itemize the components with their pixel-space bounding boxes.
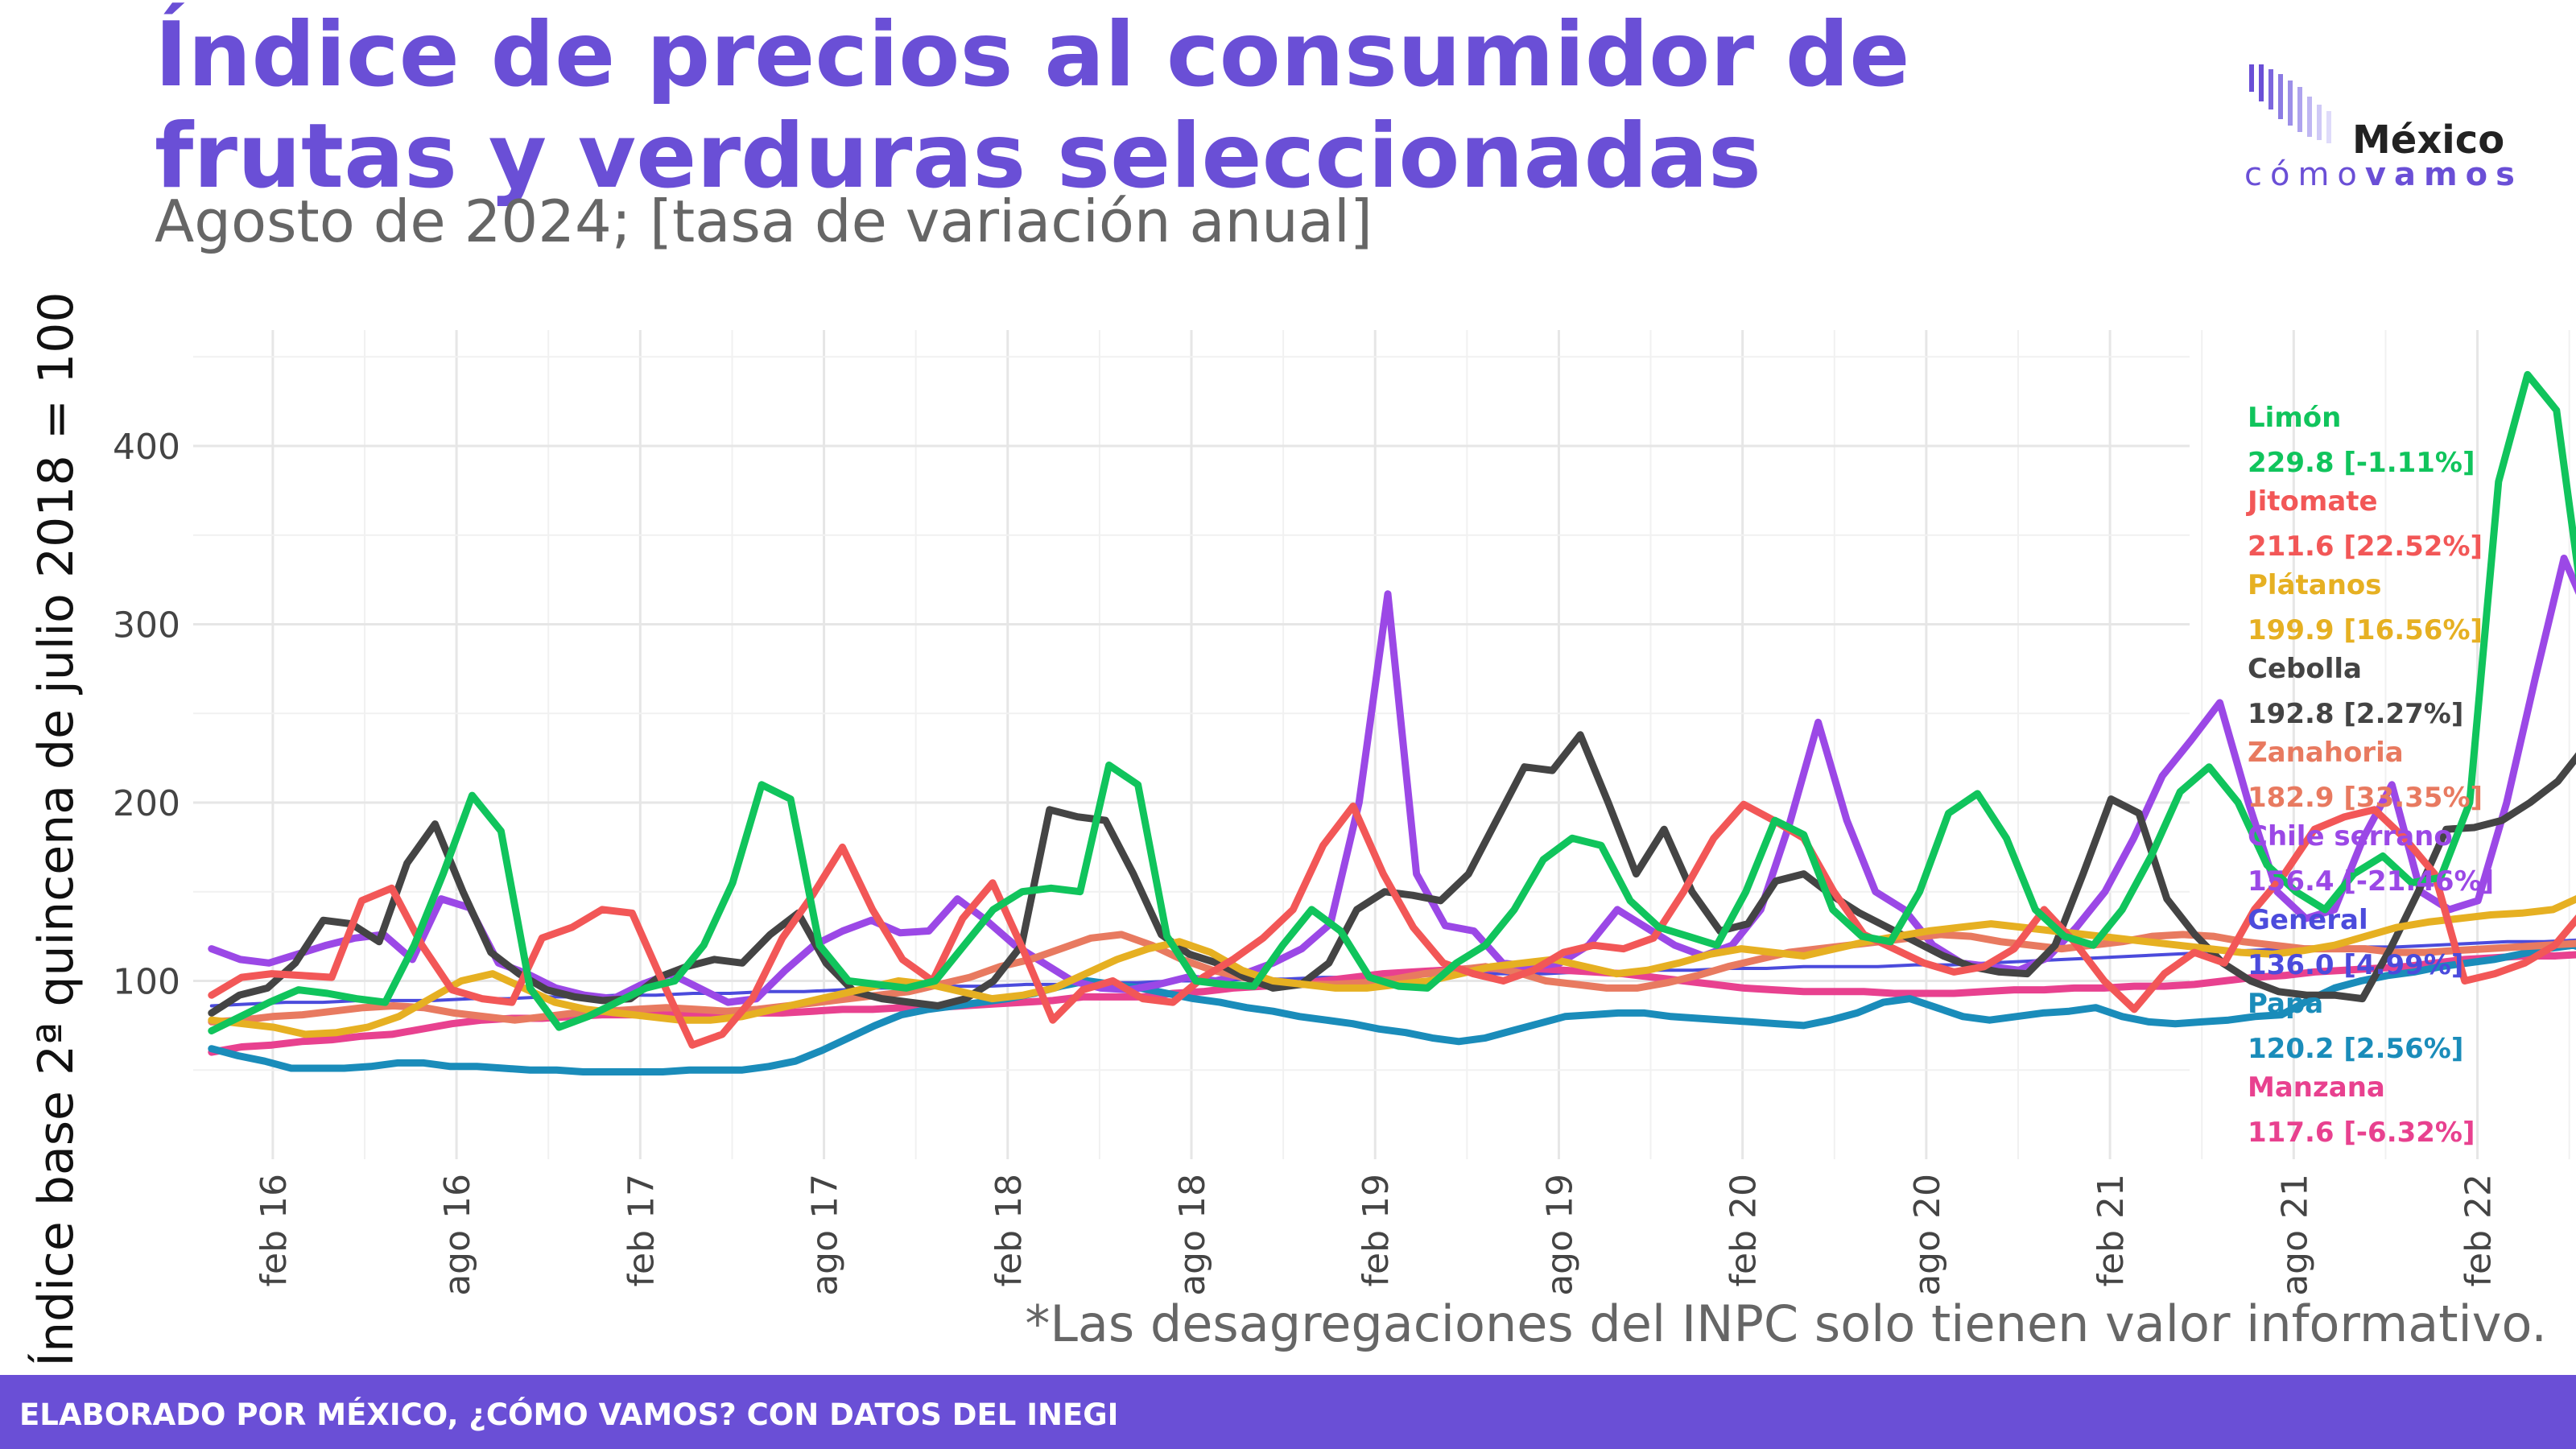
legend-series-value: 120.2 [2.56%]	[2248, 1033, 2463, 1065]
x-tick-label: feb 19	[1356, 1174, 1397, 1286]
logo-wordmark: México	[2352, 118, 2505, 163]
footer-credit: ELABORADO POR MÉXICO, ¿CÓMO VAMOS? CON D…	[19, 1397, 1119, 1432]
legend-series-value: 156.4 [-21.46%]	[2248, 865, 2494, 898]
legend-series-name: Chile serrano	[2248, 820, 2453, 852]
series-line-platanos	[208, 894, 2576, 1038]
bars-logo-icon	[2249, 64, 2331, 143]
legend-series-name: General	[2248, 904, 2368, 936]
legend-series-name: Manzana	[2248, 1071, 2385, 1104]
logo-tagline-vamos: vamos	[2364, 156, 2523, 193]
logo-tagline: cómovamos	[2244, 156, 2523, 193]
legend-series-value: 117.6 [-6.32%]	[2248, 1117, 2475, 1149]
x-tick-label: feb 20	[1724, 1174, 1765, 1286]
legend-series-value: 199.9 [16.56%]	[2248, 614, 2483, 646]
series-line-limon	[208, 370, 2576, 1034]
series-line-chile-serrano	[208, 555, 2576, 1006]
y-tick-label: 200	[113, 783, 180, 824]
legend-series-value: 211.6 [22.52%]	[2248, 530, 2483, 563]
x-tick-label: ago 18	[1172, 1174, 1213, 1296]
legend-series-name: Zanahoria	[2248, 737, 2404, 769]
page-title: Índice de precios al consumidor de fruta…	[155, 3, 1910, 208]
y-tick-label: 100	[113, 961, 180, 1002]
x-tick-label: ago 20	[1907, 1174, 1948, 1296]
x-tick-label: ago 21	[2274, 1174, 2315, 1296]
legend-series-value: 136.0 [4.99%]	[2248, 949, 2463, 981]
x-tick-label: ago 16	[437, 1174, 478, 1296]
y-axis-ticks: 100 200 300 400	[113, 427, 180, 1003]
page-subtitle: Agosto de 2024; [tasa de variación anual…	[155, 188, 1373, 255]
y-tick-label: 400	[113, 427, 180, 468]
price-index-chart: feb 16 ago 16 feb 17 ago 17 feb 18 ago 18 feb …	[113, 330, 2576, 1296]
legend-series-name: Cebolla	[2248, 653, 2362, 685]
x-tick-label: ago 19	[1539, 1174, 1580, 1296]
footer-bar: ELABORADO POR MÉXICO, ¿CÓMO VAMOS? CON D…	[0, 1375, 2576, 1449]
chart-series	[208, 370, 2576, 1075]
chart-grid	[193, 330, 2570, 1159]
x-tick-label: feb 21	[2091, 1174, 2132, 1286]
chart-legend: Limón 229.8 [-1.11%] Jitomate 211.6 [22.52%…	[2246, 402, 2494, 1149]
x-axis-ticks: feb 16 ago 16 feb 17 ago 17 feb 18 ago 18 feb …	[254, 1174, 2500, 1296]
y-tick-label: 300	[113, 605, 180, 646]
legend-series-name: Plátanos	[2248, 569, 2382, 601]
legend-series-value: 229.8 [-1.11%]	[2248, 447, 2475, 479]
logo-tagline-como: cómo	[2244, 156, 2365, 193]
x-tick-label: ago 17	[805, 1174, 846, 1296]
series-line-papa	[208, 941, 2576, 1075]
footnote: *Las desagregaciones del INPC solo tiene…	[1025, 1294, 2547, 1353]
brand-logo: México cómovamos	[2238, 61, 2528, 206]
legend-series-name: Papa	[2248, 988, 2323, 1020]
x-tick-label: feb 22	[2458, 1174, 2500, 1286]
legend-series-name: Jitomate	[2246, 485, 2378, 518]
series-line-general	[209, 938, 2576, 1008]
series-line-cebolla	[208, 731, 2576, 1017]
x-tick-label: feb 18	[989, 1174, 1030, 1286]
legend-series-value: 182.9 [33.35%]	[2248, 782, 2483, 814]
legend-series-name: Limón	[2248, 402, 2341, 434]
x-tick-label: feb 16	[254, 1174, 295, 1286]
x-tick-label: feb 17	[621, 1174, 662, 1286]
legend-series-value: 192.8 [2.27%]	[2248, 698, 2463, 730]
